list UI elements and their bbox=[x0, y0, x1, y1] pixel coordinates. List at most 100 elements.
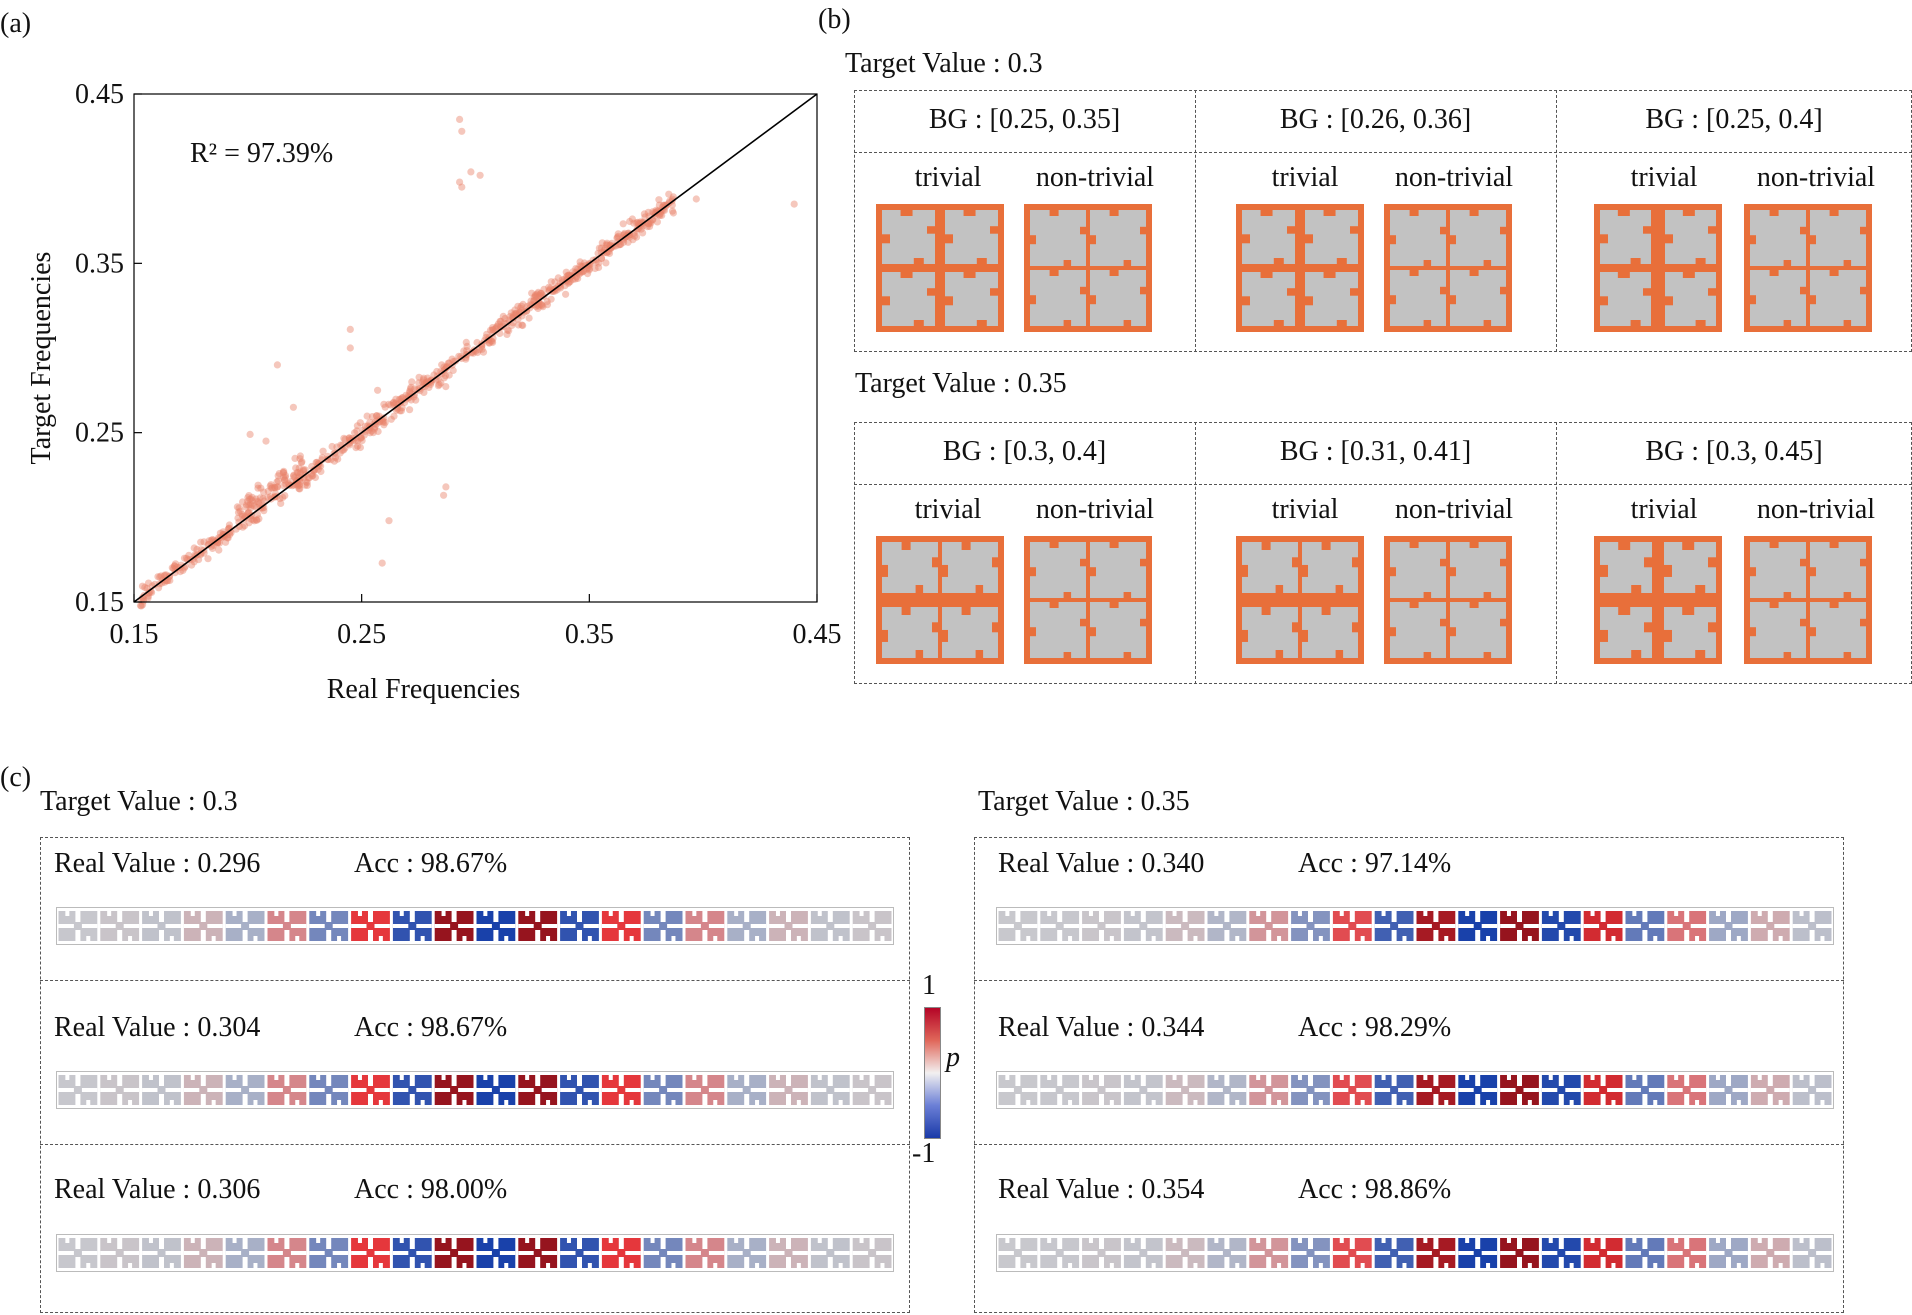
strip-cell bbox=[769, 911, 808, 941]
scatter-point bbox=[539, 303, 547, 311]
scatter-point bbox=[267, 481, 275, 489]
scatter-point bbox=[476, 171, 484, 179]
scatter-point bbox=[374, 386, 382, 394]
scatter-point bbox=[532, 292, 540, 300]
scatter-point bbox=[266, 482, 274, 490]
scatter-point bbox=[572, 265, 580, 273]
scatter-point bbox=[512, 310, 520, 318]
scatter-point bbox=[790, 200, 798, 208]
panel-a-label: (a) bbox=[0, 8, 32, 39]
mode-field-strip bbox=[996, 1071, 1834, 1109]
scatter-point bbox=[294, 469, 302, 477]
scatter-point bbox=[628, 215, 637, 223]
x-tick-label: 0.15 bbox=[110, 619, 159, 650]
scatter-point bbox=[443, 363, 451, 371]
scatter-point bbox=[274, 477, 282, 485]
scatter-point bbox=[224, 534, 232, 542]
strip-cell bbox=[1792, 1238, 1832, 1268]
scatter-point bbox=[256, 494, 264, 502]
strip-cell bbox=[1123, 1238, 1163, 1268]
strip-cell bbox=[1249, 911, 1289, 941]
scatter-point bbox=[246, 495, 254, 503]
plot-frame bbox=[133, 93, 818, 603]
scatter-point bbox=[614, 230, 622, 238]
scatter-point bbox=[246, 430, 254, 438]
scatter-point bbox=[357, 434, 365, 442]
b-g1-c3-trivial: trivial bbox=[1630, 162, 1698, 193]
scatter-point bbox=[631, 232, 639, 240]
scatter-point bbox=[624, 238, 632, 246]
scatter-point bbox=[139, 601, 147, 609]
scatter-point bbox=[339, 441, 347, 449]
b-g2-c3-nontrivial: non-trivial bbox=[1756, 494, 1876, 525]
scatter-point bbox=[402, 391, 410, 399]
strip-cell bbox=[1541, 1075, 1581, 1105]
scatter-point bbox=[267, 484, 276, 492]
scatter-point bbox=[511, 306, 519, 314]
scatter-point bbox=[516, 304, 525, 312]
colorbar bbox=[924, 1007, 941, 1139]
scatter-point bbox=[595, 259, 603, 267]
scatter-point bbox=[535, 302, 543, 310]
scatter-point bbox=[438, 361, 446, 369]
scatter-point bbox=[440, 374, 448, 382]
strip-cell bbox=[1541, 911, 1581, 941]
scatter-point bbox=[273, 483, 281, 491]
panel-b-label: (b) bbox=[818, 4, 851, 35]
scatter-point bbox=[478, 341, 486, 349]
strip-cell bbox=[810, 1075, 850, 1105]
scatter-point bbox=[271, 484, 279, 492]
scatter-point bbox=[280, 476, 289, 484]
strip-cell bbox=[351, 911, 390, 941]
scatter-point bbox=[473, 348, 482, 357]
unit-cell-tile bbox=[1744, 536, 1872, 664]
scatter-point bbox=[374, 427, 382, 436]
strip-cell bbox=[434, 1075, 474, 1105]
x-tick-label: 0.25 bbox=[337, 619, 386, 650]
c-group2-box bbox=[974, 837, 1844, 1313]
scatter-point bbox=[620, 238, 628, 246]
scatter-point bbox=[448, 355, 456, 363]
scatter-point bbox=[415, 379, 423, 387]
scatter-point bbox=[467, 349, 475, 357]
scatter-point bbox=[275, 470, 283, 478]
scatter-point bbox=[200, 538, 208, 546]
c-g1-r2-real: Real Value : 0.304 bbox=[54, 1012, 261, 1043]
r2-annotation: R² = 97.39% bbox=[190, 138, 333, 169]
scatter-point bbox=[346, 344, 354, 352]
scatter-point bbox=[373, 412, 381, 420]
scatter-point bbox=[373, 412, 381, 420]
scatter-point bbox=[190, 558, 198, 566]
strip-cell bbox=[601, 1238, 641, 1268]
scatter-point bbox=[248, 497, 256, 505]
scatter-point bbox=[245, 519, 253, 527]
scatter-point bbox=[493, 322, 501, 330]
strip-cell bbox=[58, 1075, 98, 1105]
scatter-point bbox=[534, 304, 542, 313]
scatter-point bbox=[613, 234, 621, 242]
strip-cell bbox=[476, 1238, 516, 1268]
scatter-point bbox=[617, 240, 625, 249]
scatter-point bbox=[378, 415, 386, 423]
scatter-point bbox=[314, 465, 322, 473]
scatter-point bbox=[247, 495, 255, 503]
strip-cell bbox=[1625, 1075, 1665, 1105]
strip-cell bbox=[601, 1075, 641, 1105]
scatter-point bbox=[243, 501, 251, 509]
strip-cell bbox=[769, 1075, 808, 1105]
scatter-point bbox=[215, 546, 223, 554]
strip-cell bbox=[1291, 1075, 1330, 1105]
scatter-point bbox=[456, 178, 464, 186]
strip-cell bbox=[476, 911, 516, 941]
scatter-point bbox=[336, 449, 344, 457]
scatter-point bbox=[248, 501, 256, 509]
scatter-point bbox=[442, 364, 450, 372]
unit-cell-tile bbox=[1594, 204, 1722, 332]
strip-cell bbox=[1332, 1238, 1372, 1268]
scatter-point bbox=[527, 297, 535, 305]
scatter-point bbox=[411, 385, 419, 393]
scatter-point bbox=[519, 300, 527, 308]
scatter-point bbox=[406, 385, 415, 393]
scatter-point bbox=[157, 572, 165, 580]
scatter-point bbox=[166, 576, 174, 585]
